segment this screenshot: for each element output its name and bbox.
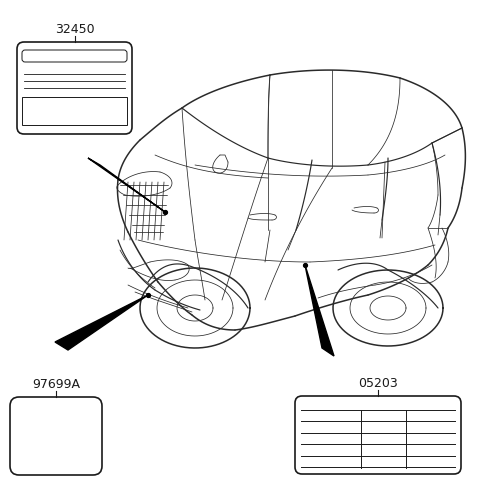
Polygon shape <box>55 295 148 350</box>
Text: 97699A: 97699A <box>32 378 80 391</box>
FancyBboxPatch shape <box>17 42 132 134</box>
Polygon shape <box>88 158 165 212</box>
FancyBboxPatch shape <box>10 397 102 475</box>
Polygon shape <box>305 265 334 356</box>
Text: 32450: 32450 <box>55 23 94 36</box>
Bar <box>22 97 127 125</box>
FancyBboxPatch shape <box>295 396 461 474</box>
Text: 05203: 05203 <box>358 377 398 390</box>
